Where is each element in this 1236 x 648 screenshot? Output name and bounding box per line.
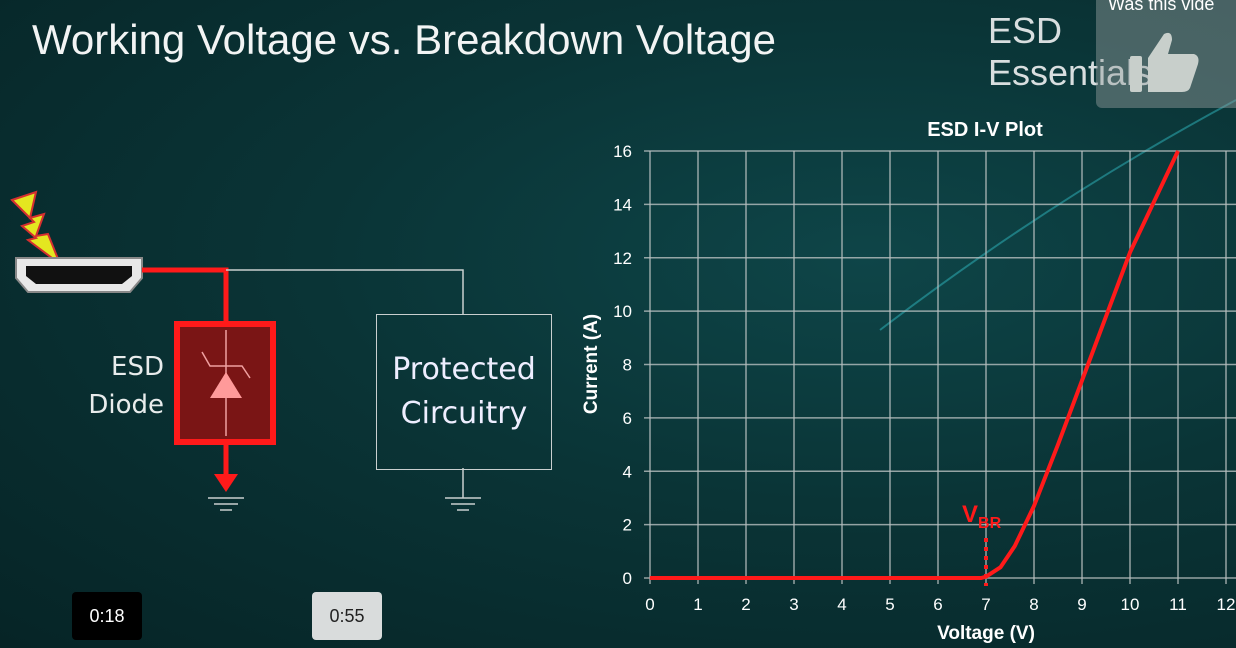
diode-label-line2: Diode (88, 390, 164, 420)
thumbs-up-icon[interactable] (1128, 30, 1202, 94)
x-tick-label: 2 (741, 595, 750, 614)
current-time-badge[interactable]: 0:18 (72, 592, 142, 640)
y-tick-label: 14 (613, 195, 632, 214)
protected-label-line2: Circuitry (400, 396, 528, 431)
x-tick-label: 4 (837, 595, 846, 614)
x-tick-label: 1 (693, 595, 702, 614)
decorative-swoosh (879, 99, 1236, 331)
ground-icon (208, 497, 244, 511)
iv-curve-point (1177, 150, 1179, 152)
y-axis-label: Current (A) (581, 314, 602, 414)
x-tick-label: 8 (1029, 595, 1038, 614)
iv-curve-point (1057, 444, 1059, 446)
x-tick-label: 11 (1169, 595, 1187, 614)
total-time-badge[interactable]: 0:55 (312, 592, 382, 640)
y-tick-label: 6 (623, 409, 632, 428)
hdmi-connector-icon (15, 257, 143, 293)
arrow-down-icon (214, 474, 238, 492)
iv-curve-point (1105, 315, 1107, 317)
x-tick-label: 3 (789, 595, 798, 614)
iv-curve-point (1014, 545, 1016, 547)
vbr-subscript: BR (978, 515, 1002, 532)
iv-curve-point (649, 577, 651, 579)
vbr-annotation: VBR (962, 501, 1002, 532)
diode-label-line1: ESD (111, 352, 164, 382)
lightning-icon (10, 190, 63, 267)
iv-curve-point (1081, 380, 1083, 382)
protected-circuitry-box: Protected Circuitry (376, 314, 552, 470)
x-tick-label: 7 (981, 595, 990, 614)
y-tick-label: 4 (623, 462, 632, 481)
signal-trace (226, 269, 464, 314)
y-tick-label: 10 (613, 302, 632, 321)
y-tick-label: 8 (623, 356, 632, 375)
iv-curve-point (1033, 505, 1035, 507)
circuit-diagram (10, 190, 481, 511)
y-tick-label: 12 (613, 249, 632, 268)
iv-curve-point (1153, 201, 1155, 203)
x-tick-label: 12 (1217, 595, 1236, 614)
x-tick-label: 6 (933, 595, 942, 614)
vbr-label: V (962, 501, 978, 528)
y-tick-label: 2 (623, 516, 632, 535)
ground-icon (445, 468, 481, 511)
x-tick-label: 0 (645, 595, 654, 614)
iv-curve-point (1129, 251, 1131, 253)
x-tick-label: 5 (885, 595, 894, 614)
iv-curve-point (999, 566, 1001, 568)
x-axis-label: Voltage (V) (937, 623, 1035, 644)
y-tick-label: 0 (623, 569, 632, 588)
y-tick-label: 16 (613, 142, 632, 161)
brand-logo-text: ESD Essentials (988, 10, 1153, 93)
x-tick-label: 10 (1121, 595, 1140, 614)
x-tick-label: 9 (1077, 595, 1086, 614)
slide-title: Working Voltage vs. Breakdown Voltage (32, 16, 777, 63)
chart-title: ESD I-V Plot (927, 119, 1043, 141)
feedback-prompt: Was this vide (1108, 0, 1215, 14)
protected-label-line1: Protected (392, 352, 536, 387)
iv-curve-point (980, 577, 982, 579)
